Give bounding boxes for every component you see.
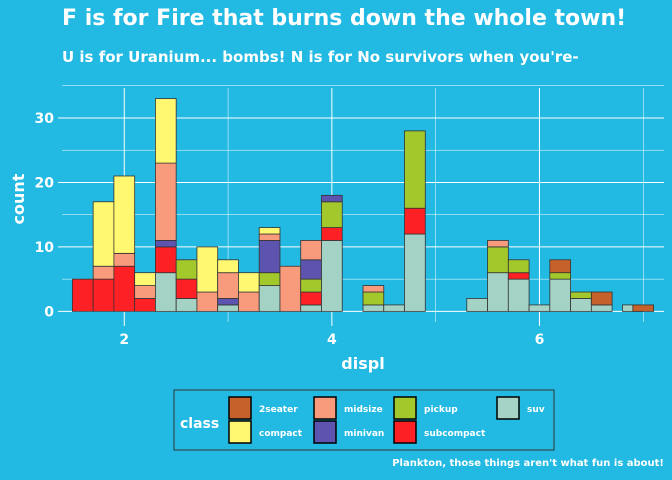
legend-key-pickup bbox=[393, 396, 417, 420]
bar-midsize bbox=[279, 265, 302, 312]
legend-key-2seater bbox=[228, 396, 252, 420]
bar-2seater bbox=[549, 259, 571, 274]
bar-compact bbox=[196, 246, 219, 293]
y-tick-label: 20 bbox=[35, 175, 55, 191]
y-tick-label: 0 bbox=[44, 304, 54, 320]
bar-suv bbox=[175, 298, 198, 312]
bar-compact bbox=[258, 227, 281, 235]
legend-label-subcompact: subcompact bbox=[424, 429, 486, 439]
bar-suv bbox=[549, 278, 571, 312]
bar-pickup bbox=[487, 246, 509, 274]
legend-title: class bbox=[180, 416, 219, 432]
bar-suv bbox=[590, 304, 613, 312]
legend-label-minivan: minivan bbox=[344, 429, 384, 439]
chart-title: F is for Fire that burns down the whole … bbox=[62, 6, 627, 31]
legend-label-midsize: midsize bbox=[344, 405, 383, 415]
bar-minivan bbox=[300, 259, 322, 280]
bars bbox=[71, 98, 655, 312]
bar-midsize bbox=[155, 162, 177, 241]
bar-suv bbox=[466, 298, 488, 312]
x-axis-label: displ bbox=[341, 354, 384, 373]
x-tick-label: 6 bbox=[535, 332, 545, 348]
bar-midsize bbox=[238, 291, 260, 312]
bar-midsize bbox=[92, 265, 115, 280]
bar-midsize bbox=[362, 285, 385, 293]
bar-midsize bbox=[113, 252, 136, 267]
legend-label-pickup: pickup bbox=[424, 405, 458, 415]
bar-2seater bbox=[632, 304, 655, 312]
bar-pickup bbox=[258, 272, 281, 286]
chart-caption: Plankton, those things aren't what fun i… bbox=[392, 458, 664, 469]
y-tick-label: 30 bbox=[35, 111, 55, 127]
bar-compact bbox=[217, 259, 239, 274]
bar-suv bbox=[155, 272, 177, 312]
legend-label-2seater: 2seater bbox=[259, 405, 298, 415]
x-axis-ticks: 2 4 6 bbox=[119, 322, 544, 348]
bar-minivan bbox=[155, 240, 177, 248]
bar-midsize bbox=[134, 285, 156, 299]
legend-label-suv: suv bbox=[527, 405, 545, 415]
legend: class 2seater compact midsize minivan pickup… bbox=[173, 389, 555, 451]
legend-key-suv bbox=[496, 396, 520, 420]
legend-box bbox=[173, 389, 555, 451]
bar-pickup bbox=[362, 291, 385, 306]
chart-subtitle: U is for Uranium... bombs! N is for No s… bbox=[62, 48, 579, 66]
legend-key-midsize bbox=[313, 396, 337, 420]
y-tick-label: 10 bbox=[35, 240, 55, 256]
bar-pickup bbox=[507, 259, 530, 274]
bar-suv bbox=[487, 272, 509, 312]
bar-subcompact bbox=[300, 291, 322, 306]
bar-midsize bbox=[196, 291, 219, 312]
legend-key-compact bbox=[228, 420, 252, 444]
bar-pickup bbox=[175, 259, 198, 280]
bar-subcompact bbox=[404, 207, 426, 235]
legend-key-subcompact bbox=[393, 420, 417, 444]
bar-subcompact bbox=[71, 278, 94, 312]
bar-subcompact bbox=[92, 278, 115, 312]
bar-subcompact bbox=[507, 272, 530, 280]
bar-midsize bbox=[487, 240, 509, 248]
legend-key-minivan bbox=[313, 420, 337, 444]
bar-compact bbox=[238, 272, 260, 293]
bar-pickup bbox=[300, 278, 322, 293]
bar-suv bbox=[383, 304, 405, 312]
bar-suv bbox=[321, 240, 343, 312]
bar-minivan bbox=[217, 298, 239, 306]
bar-compact bbox=[155, 98, 177, 164]
bar-pickup bbox=[549, 272, 571, 280]
bar-suv bbox=[507, 278, 530, 312]
bar-pickup bbox=[570, 291, 592, 299]
x-tick-label: 2 bbox=[119, 332, 129, 348]
bar-subcompact bbox=[175, 278, 198, 299]
bar-minivan bbox=[321, 194, 343, 203]
bar-pickup bbox=[321, 201, 343, 228]
x-tick-label: 4 bbox=[327, 332, 337, 348]
bar-pickup bbox=[404, 130, 426, 209]
bar-subcompact bbox=[134, 298, 156, 312]
bar-suv bbox=[404, 233, 426, 312]
y-axis-ticks: 0 10 20 30 bbox=[35, 111, 62, 320]
bar-suv bbox=[258, 285, 281, 312]
bar-suv bbox=[217, 304, 239, 312]
bar-compact bbox=[134, 272, 156, 286]
bar-suv bbox=[570, 298, 592, 312]
bar-subcompact bbox=[155, 246, 177, 274]
bar-compact bbox=[113, 175, 136, 254]
bar-subcompact bbox=[113, 265, 136, 312]
bar-compact bbox=[92, 201, 115, 267]
bar-suv bbox=[300, 304, 322, 312]
bar-midsize bbox=[300, 240, 322, 261]
bar-suv bbox=[362, 304, 385, 312]
bar-midsize bbox=[258, 233, 281, 241]
bar-minivan bbox=[258, 240, 281, 274]
bar-suv bbox=[528, 304, 551, 312]
bar-midsize bbox=[217, 272, 239, 299]
y-axis-label: count bbox=[9, 173, 28, 224]
bar-subcompact bbox=[321, 227, 343, 241]
bar-2seater bbox=[590, 291, 613, 306]
legend-label-compact: compact bbox=[259, 429, 303, 439]
